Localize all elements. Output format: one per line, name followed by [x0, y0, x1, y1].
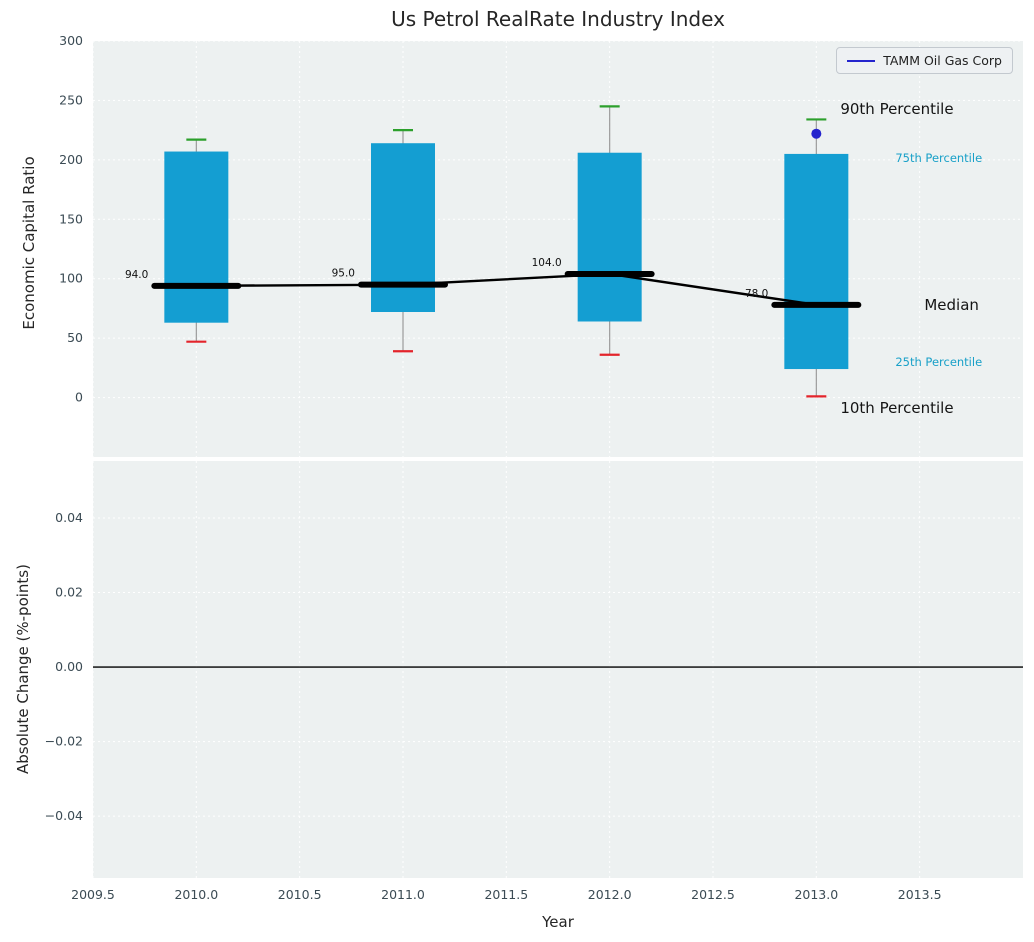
iqr-box	[784, 153, 849, 370]
median-trend-line	[196, 272, 817, 307]
top-y-tick-label: 200	[59, 152, 83, 167]
top-y-tick-label: 100	[59, 271, 83, 286]
bottom-plot-area	[93, 461, 1023, 878]
x-tick-label: 2009.5	[71, 887, 115, 902]
top-y-tick-label: 150	[59, 211, 83, 226]
annotation-median: Median	[924, 295, 979, 314]
top-y-tick-label: 50	[67, 330, 83, 345]
legend: TAMM Oil Gas Corp	[836, 47, 1013, 74]
legend-label: TAMM Oil Gas Corp	[883, 53, 1002, 68]
company-point	[811, 128, 822, 139]
x-tick-label: 2011.0	[381, 887, 425, 902]
chart-title: Us Petrol RealRate Industry Index	[391, 7, 725, 31]
annotation-25th-percentile: 25th Percentile	[895, 355, 983, 370]
annotation-90th-percentile: 90th Percentile	[840, 100, 954, 119]
top-plot-area	[93, 41, 1023, 457]
iqr-box	[577, 152, 642, 322]
median-value-label: 95.0	[332, 268, 355, 280]
x-tick-label: 2010.0	[174, 887, 218, 902]
median-value-label: 94.0	[125, 269, 148, 281]
bottom-y-tick-label: −0.02	[45, 734, 83, 749]
x-tick-label: 2012.0	[588, 887, 632, 902]
annotation-75th-percentile: 75th Percentile	[895, 150, 983, 165]
bottom-y-tick-label: 0.00	[55, 659, 83, 674]
bottom-y-tick-label: −0.04	[45, 808, 83, 823]
x-axis-label: Year	[542, 913, 574, 931]
bottom-y-tick-label: 0.04	[55, 510, 83, 525]
top-y-axis-label: Economic Capital Ratio	[20, 156, 38, 330]
top-y-tick-label: 0	[75, 390, 83, 405]
x-tick-label: 2011.5	[484, 887, 528, 902]
bottom-y-tick-label: 0.02	[55, 585, 83, 600]
annotation-10th-percentile: 10th Percentile	[840, 399, 954, 418]
median-value-label: 104.0	[532, 257, 562, 269]
x-tick-label: 2012.5	[691, 887, 735, 902]
x-tick-label: 2010.5	[278, 887, 322, 902]
x-tick-label: 2013.0	[794, 887, 838, 902]
x-tick-label: 2013.5	[898, 887, 942, 902]
legend-line-sample	[847, 59, 876, 62]
top-y-tick-label: 300	[59, 33, 83, 48]
top-y-tick-label: 250	[59, 92, 83, 107]
median-value-label: 78.0	[745, 288, 768, 300]
bottom-y-axis-label: Absolute Change (%-points)	[14, 564, 32, 774]
iqr-box	[164, 151, 229, 323]
